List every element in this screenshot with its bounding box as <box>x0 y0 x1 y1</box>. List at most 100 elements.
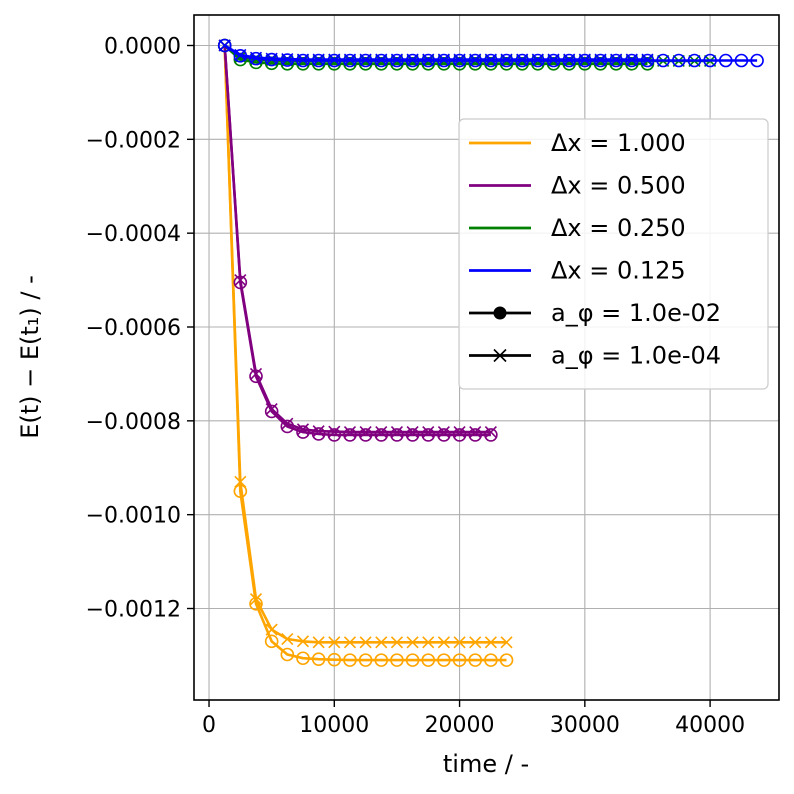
cross-marker <box>312 425 325 438</box>
circle-marker <box>625 56 639 71</box>
x-tick-label: 40000 <box>675 713 745 738</box>
cross-marker <box>359 53 372 66</box>
legend-label: a_φ = 1.0e-02 <box>551 299 721 327</box>
cross-marker <box>234 475 247 488</box>
circle-marker <box>750 53 764 68</box>
cross-marker <box>453 53 466 66</box>
cross-marker <box>390 53 403 66</box>
cross-marker <box>641 53 654 66</box>
cross-marker <box>484 53 497 66</box>
series-cross <box>218 39 654 66</box>
cross-marker <box>625 53 638 66</box>
series-cross <box>218 39 513 649</box>
cross-marker <box>406 426 419 439</box>
cross-marker <box>500 636 513 649</box>
circle-marker <box>280 647 295 662</box>
cross-marker <box>281 632 294 646</box>
circle-marker <box>374 56 389 71</box>
circle-marker <box>217 38 232 53</box>
circle-marker <box>468 428 483 442</box>
cross-marker <box>328 425 341 438</box>
cross-marker <box>469 53 482 66</box>
circle-marker <box>562 56 576 71</box>
circle-marker <box>264 634 279 649</box>
circle-marker <box>452 428 467 442</box>
cross-marker <box>296 53 310 66</box>
circle-marker <box>343 56 357 71</box>
y-tick-label: 0.0000 <box>104 34 181 59</box>
circle-marker <box>296 425 310 439</box>
circle-marker <box>405 56 420 71</box>
circle-marker <box>421 653 436 667</box>
cross-marker <box>328 636 341 649</box>
cross-marker <box>249 367 263 380</box>
circle-marker <box>499 653 514 667</box>
circle-marker <box>468 56 483 71</box>
cross-marker <box>234 274 247 287</box>
cross-marker <box>359 636 372 649</box>
cross-marker <box>390 636 403 649</box>
circle-marker <box>656 53 670 68</box>
circle-marker <box>531 56 545 71</box>
cross-marker <box>312 53 325 66</box>
cross-marker <box>453 636 466 649</box>
circle-marker <box>609 56 623 71</box>
circle-marker <box>484 56 498 71</box>
cross-marker <box>296 635 310 648</box>
circle-marker <box>421 56 436 71</box>
circle-marker <box>515 56 530 71</box>
plot-series <box>217 38 764 667</box>
circle-marker <box>343 428 357 442</box>
cross-marker <box>375 636 388 649</box>
cross-marker <box>484 426 497 439</box>
circle-marker <box>734 53 749 68</box>
legend-label: a_φ = 1.0e-04 <box>551 342 721 370</box>
circle-marker <box>358 428 373 442</box>
cross-marker <box>265 52 278 65</box>
circle-marker <box>374 428 389 442</box>
legend-entry: a_φ = 1.0e-02 <box>469 299 721 327</box>
cross-marker <box>422 53 435 66</box>
circle-marker <box>484 653 498 667</box>
cross-marker <box>531 53 544 66</box>
circle-marker <box>640 56 655 71</box>
circle-marker <box>327 652 342 667</box>
cross-marker <box>343 53 357 66</box>
legend-box <box>458 118 769 390</box>
circle-marker <box>468 653 483 667</box>
cross-marker <box>547 53 560 66</box>
cross-marker <box>437 426 450 439</box>
cross-marker <box>375 426 388 439</box>
circle-marker <box>390 653 404 667</box>
circle-marker <box>311 56 326 71</box>
x-tick-label: 30000 <box>550 713 620 738</box>
circle-marker <box>358 56 373 71</box>
cross-marker <box>296 423 310 436</box>
series-line <box>223 45 491 437</box>
cross-marker <box>249 51 263 64</box>
cross-marker <box>281 417 294 430</box>
plot-frame <box>193 14 780 701</box>
cross-marker <box>469 636 482 649</box>
cross-marker <box>437 636 450 649</box>
cross-marker <box>265 623 278 636</box>
series-line <box>223 45 507 662</box>
legend: Δx = 1.000 Δx = 0.500 Δx = 0.250 Δx = 0.125… <box>458 118 769 390</box>
series-cross <box>218 39 497 439</box>
cross-marker <box>406 636 419 649</box>
circle-marker <box>296 56 310 71</box>
circle-marker <box>718 53 733 68</box>
cross-marker <box>406 53 419 66</box>
circle-marker <box>421 428 436 442</box>
circle-marker <box>311 652 326 666</box>
legend-label: Δx = 1.000 <box>551 129 686 157</box>
cross-marker <box>610 53 623 66</box>
circle-marker <box>343 653 357 667</box>
axis-ticks: 0 10000 20000 30000 40000 0.0000 −0.0002 −0.000… <box>86 34 746 738</box>
series-line <box>224 44 648 61</box>
cross-marker <box>484 636 497 649</box>
y-tick-label: −0.0006 <box>86 316 181 341</box>
circle-marker <box>452 653 467 667</box>
legend-label: Δx = 0.500 <box>551 172 686 200</box>
